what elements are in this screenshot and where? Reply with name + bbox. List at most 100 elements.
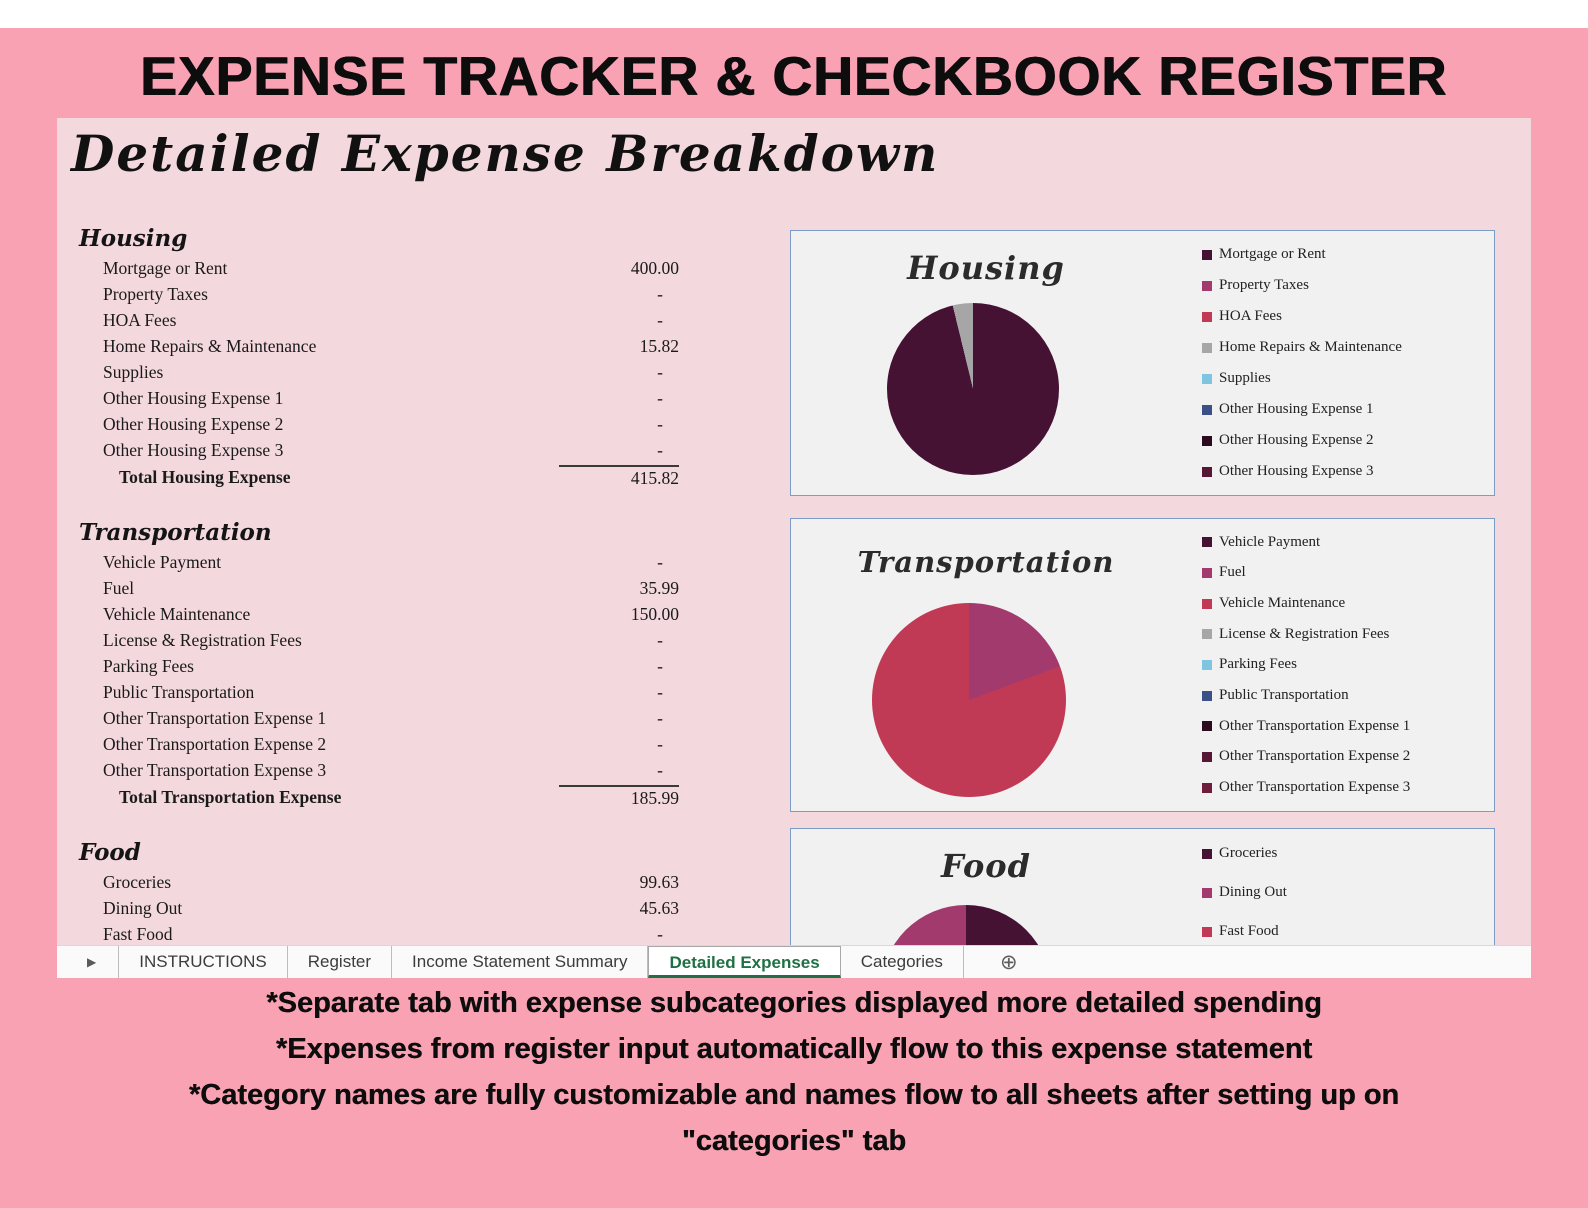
- legend-label: Home Repairs & Maintenance: [1219, 339, 1402, 355]
- sheet-tab[interactable]: INSTRUCTIONS: [118, 946, 288, 978]
- sheet-tab[interactable]: Income Statement Summary: [392, 946, 649, 978]
- legend-item: Mortgage or Rent: [1202, 246, 1484, 263]
- expense-value-cell[interactable]: 45.63: [639, 897, 679, 918]
- expense-value-cell[interactable]: -: [657, 551, 663, 572]
- expense-value-cell[interactable]: 35.99: [639, 577, 679, 598]
- legend-item: Home Repairs & Maintenance: [1202, 339, 1484, 356]
- legend-marker-icon: [1202, 466, 1212, 477]
- add-sheet-icon[interactable]: ⊕: [999, 950, 1018, 974]
- expense-section: Housing Mortgage or Rent 400.00 Property…: [69, 223, 679, 491]
- expense-label-cell[interactable]: Public Transportation: [103, 681, 255, 702]
- legend-item: Other Transportation Expense 3: [1202, 779, 1484, 796]
- sheet-tab-bar: ▶ INSTRUCTIONS Register Income Statement…: [57, 945, 1531, 978]
- legend-item: Groceries: [1202, 845, 1484, 862]
- legend-label: HOA Fees: [1219, 308, 1282, 324]
- total-row: Total Housing Expense 415.82: [69, 463, 679, 491]
- total-row: Total Transportation Expense 185.99: [69, 783, 679, 811]
- expense-table: Housing Mortgage or Rent 400.00 Property…: [69, 223, 679, 945]
- legend-item: Vehicle Payment: [1202, 534, 1484, 551]
- chart-panel[interactable]: Food Groceries Dining Out Fast Food: [790, 828, 1495, 945]
- legend-label: Property Taxes: [1219, 277, 1309, 293]
- expense-value-cell[interactable]: -: [657, 439, 663, 460]
- total-value-cell[interactable]: 185.99: [559, 785, 679, 809]
- expense-value-cell[interactable]: 15.82: [639, 335, 679, 356]
- expense-value-cell[interactable]: -: [657, 283, 663, 304]
- legend-label: Public Transportation: [1219, 687, 1349, 704]
- expense-label-cell[interactable]: Fuel: [103, 577, 135, 598]
- expense-label-cell[interactable]: Parking Fees: [103, 655, 194, 676]
- expense-value-cell[interactable]: -: [657, 413, 663, 434]
- table-row: Groceries 99.63: [69, 869, 679, 895]
- legend-marker-icon: [1202, 690, 1212, 701]
- expense-section: Transportation Vehicle Payment - Fuel 35…: [69, 517, 679, 811]
- expense-value-cell[interactable]: 400.00: [630, 257, 679, 278]
- total-value-cell[interactable]: 415.82: [559, 465, 679, 489]
- legend-marker-icon: [1202, 435, 1212, 446]
- footnote-line: *Expenses from register input automatica…: [275, 1033, 1313, 1065]
- pie-chart: [881, 905, 1051, 945]
- legend-label: Other Housing Expense 1: [1219, 401, 1374, 417]
- sheet-tab[interactable]: Register: [288, 946, 393, 978]
- expense-label-cell[interactable]: Other Housing Expense 1: [103, 387, 284, 408]
- table-row: License & Registration Fees -: [69, 627, 679, 653]
- spreadsheet-area: Detailed Expense Breakdown Housing Mortg…: [57, 118, 1531, 945]
- expense-value-cell[interactable]: 99.63: [639, 871, 679, 892]
- section-heading: Food: [79, 839, 141, 866]
- expense-label-cell[interactable]: Other Housing Expense 2: [103, 413, 284, 434]
- expense-label-cell[interactable]: Other Housing Expense 3: [103, 439, 284, 460]
- pie-chart: [887, 303, 1059, 475]
- legend-marker-icon: [1202, 721, 1212, 732]
- expense-value-cell[interactable]: -: [657, 759, 663, 780]
- expense-label-cell[interactable]: Other Transportation Expense 1: [103, 707, 327, 728]
- top-white-strip: [0, 0, 1588, 28]
- expense-value-cell[interactable]: -: [657, 361, 663, 382]
- legend-label: Fuel: [1219, 564, 1246, 581]
- sheet-heading: Detailed Expense Breakdown: [71, 124, 940, 183]
- chart-panel[interactable]: Transportation Vehicle Payment Fuel Vehi…: [790, 518, 1495, 812]
- total-label-cell[interactable]: Total Transportation Expense: [119, 786, 342, 807]
- expense-label-cell[interactable]: HOA Fees: [103, 309, 177, 330]
- expense-label-cell[interactable]: License & Registration Fees: [103, 629, 302, 650]
- expense-value-cell[interactable]: 150.00: [630, 603, 679, 624]
- expense-label-cell[interactable]: Other Transportation Expense 3: [103, 759, 327, 780]
- expense-label-cell[interactable]: Mortgage or Rent: [103, 257, 228, 278]
- expense-label-cell[interactable]: Dining Out: [103, 897, 183, 918]
- legend-marker-icon: [1202, 598, 1212, 609]
- expense-value-cell[interactable]: -: [657, 309, 663, 330]
- expense-label-cell[interactable]: Supplies: [103, 361, 164, 382]
- expense-label-cell[interactable]: Vehicle Maintenance: [103, 603, 251, 624]
- expense-label-cell[interactable]: Vehicle Payment: [103, 551, 222, 572]
- expense-label-cell[interactable]: Groceries: [103, 871, 172, 892]
- expense-value-cell[interactable]: -: [657, 387, 663, 408]
- expense-label-cell[interactable]: Other Transportation Expense 2: [103, 733, 327, 754]
- table-row: Dining Out 45.63: [69, 895, 679, 921]
- chart-legend: Groceries Dining Out Fast Food: [1202, 845, 1484, 945]
- legend-marker-icon: [1202, 848, 1212, 859]
- sheet-tab[interactable]: Categories: [841, 946, 964, 978]
- expense-label-cell[interactable]: Property Taxes: [103, 283, 208, 304]
- expense-label-cell[interactable]: Home Repairs & Maintenance: [103, 335, 317, 356]
- table-row: Other Transportation Expense 1 -: [69, 705, 679, 731]
- total-label-cell[interactable]: Total Housing Expense: [119, 466, 291, 487]
- sheet-tab[interactable]: Detailed Expenses: [648, 946, 841, 978]
- chart-panel[interactable]: Housing Mortgage or Rent Property Taxes …: [790, 230, 1495, 496]
- expense-label-cell[interactable]: Fast Food: [103, 923, 173, 944]
- table-row: Fast Food -: [69, 921, 679, 945]
- tab-scroll-arrow-icon[interactable]: ▶: [87, 955, 97, 969]
- expense-value-cell[interactable]: -: [657, 733, 663, 754]
- legend-label: Other Housing Expense 3: [1219, 463, 1374, 479]
- expense-value-cell[interactable]: -: [657, 629, 663, 650]
- legend-label: Supplies: [1219, 370, 1271, 386]
- legend-item: Other Housing Expense 3: [1202, 463, 1484, 480]
- expense-value-cell[interactable]: -: [657, 707, 663, 728]
- legend-item: Parking Fees: [1202, 656, 1484, 673]
- expense-value-cell[interactable]: -: [657, 681, 663, 702]
- legend-marker-icon: [1202, 280, 1212, 291]
- chart-legend: Vehicle Payment Fuel Vehicle Maintenance…: [1202, 527, 1484, 803]
- legend-marker-icon: [1202, 629, 1212, 640]
- legend-label: Vehicle Maintenance: [1219, 595, 1346, 612]
- legend-item: Other Housing Expense 2: [1202, 432, 1484, 449]
- expense-value-cell[interactable]: -: [657, 655, 663, 676]
- expense-value-cell[interactable]: -: [657, 923, 663, 944]
- legend-label: Mortgage or Rent: [1219, 246, 1326, 262]
